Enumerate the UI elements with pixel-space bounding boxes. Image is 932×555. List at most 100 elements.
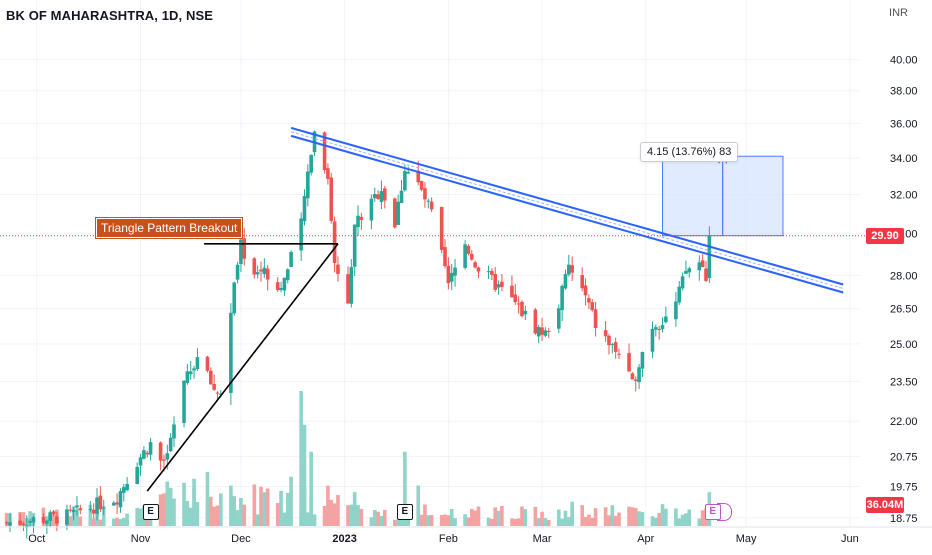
candle-body (510, 285, 514, 298)
candle-body (145, 452, 150, 455)
candle-body (188, 371, 193, 375)
volume-bar (118, 518, 123, 526)
candle-body (356, 215, 360, 228)
volume-bar (469, 509, 474, 526)
volume-bar (239, 498, 243, 526)
earnings-marker[interactable]: E (396, 504, 413, 520)
volume-bar (98, 519, 103, 526)
candle-body (322, 132, 327, 171)
candle-body (135, 466, 139, 485)
volume-bar-spike (192, 478, 196, 526)
triangle-breakout-annotation[interactable]: Triangle Pattern Breakout (96, 218, 243, 238)
volume-bar-spike (302, 424, 307, 526)
currency-label[interactable]: INR (889, 7, 908, 19)
candle-body (242, 238, 247, 259)
volume-bar (603, 507, 608, 526)
candle-body (8, 522, 12, 526)
volume-bar (429, 515, 434, 526)
candle-body (486, 271, 491, 273)
volume-bar (426, 515, 431, 526)
candle-body (587, 298, 591, 303)
volume-bar (443, 514, 447, 526)
volume-bar-spike (570, 501, 574, 526)
volume-bar-spike (299, 391, 303, 526)
candle-body (252, 258, 257, 275)
candle-body (88, 508, 93, 510)
candle-body (332, 221, 337, 263)
volume-bar (660, 504, 665, 526)
y-tick-label: 28.00 (890, 270, 918, 282)
x-tick-label: Apr (637, 533, 654, 545)
candle-body (75, 505, 79, 508)
candle-body (172, 424, 176, 439)
candle-body (449, 272, 454, 282)
candle-body (192, 368, 196, 371)
candle-body (122, 487, 126, 493)
x-tick-label: Jun (841, 533, 859, 545)
volume-bar (289, 476, 293, 526)
volume-bar (382, 509, 387, 526)
volume-bar (369, 517, 374, 526)
volume-bar (275, 503, 280, 526)
candle-body (28, 521, 32, 523)
volume-bar (560, 518, 564, 526)
volume-bar (536, 518, 541, 526)
volume-bar (493, 507, 498, 526)
channel-mid-line (290, 131, 844, 289)
candle-body (229, 312, 233, 393)
volume-bar (423, 504, 427, 526)
volume-bar (677, 518, 682, 526)
volume-bar (520, 506, 524, 526)
candle-body (687, 268, 692, 273)
volume-bar (700, 510, 705, 526)
y-tick-label: 40.00 (890, 55, 918, 67)
candle-body (443, 247, 447, 267)
volume-bar (4, 512, 9, 526)
volume-bar (162, 493, 166, 526)
volume-bar (513, 519, 518, 526)
candle-body (520, 301, 524, 317)
candle-body (603, 330, 608, 337)
candle-body (115, 502, 119, 505)
volume-bar (158, 494, 163, 526)
volume-bar (122, 517, 126, 526)
candle-body (369, 198, 374, 221)
candle-body (195, 357, 200, 370)
candle-body (162, 459, 166, 461)
volume-bar (349, 504, 354, 526)
x-tick-label: Oct (28, 533, 45, 545)
candle-body (329, 177, 334, 221)
candle-body (593, 309, 598, 328)
volume-bar (88, 504, 93, 526)
candle-body (546, 330, 551, 332)
candle-body (379, 191, 384, 203)
candle-body (654, 327, 658, 330)
candle-body (590, 302, 595, 311)
earnings-ring (716, 503, 732, 521)
y-tick-label: 18.75 (890, 513, 918, 525)
volume-bar-spike (416, 485, 421, 526)
candle-body (704, 268, 708, 281)
volume-bar (111, 518, 116, 526)
y-tick-label: 20.75 (890, 452, 918, 464)
candle-body (613, 342, 618, 352)
candle-body (650, 328, 655, 352)
y-tick-label: 19.75 (890, 481, 918, 493)
candle-body (158, 442, 163, 461)
volume-bar (523, 509, 528, 526)
drawings[interactable] (146, 126, 844, 492)
candle-body (98, 495, 103, 510)
measure-label: 4.15 (13.76%) 83 (640, 142, 739, 162)
volume-bar (336, 494, 340, 526)
candle-body (446, 265, 451, 284)
volume-bar (285, 492, 290, 526)
candle-body (490, 270, 494, 275)
candle-body (376, 194, 380, 199)
measure-tool[interactable] (662, 155, 784, 237)
candle-body (426, 200, 431, 202)
volume-bar (567, 517, 571, 526)
volume-bar (543, 518, 548, 526)
earnings-marker[interactable]: E (142, 504, 159, 520)
